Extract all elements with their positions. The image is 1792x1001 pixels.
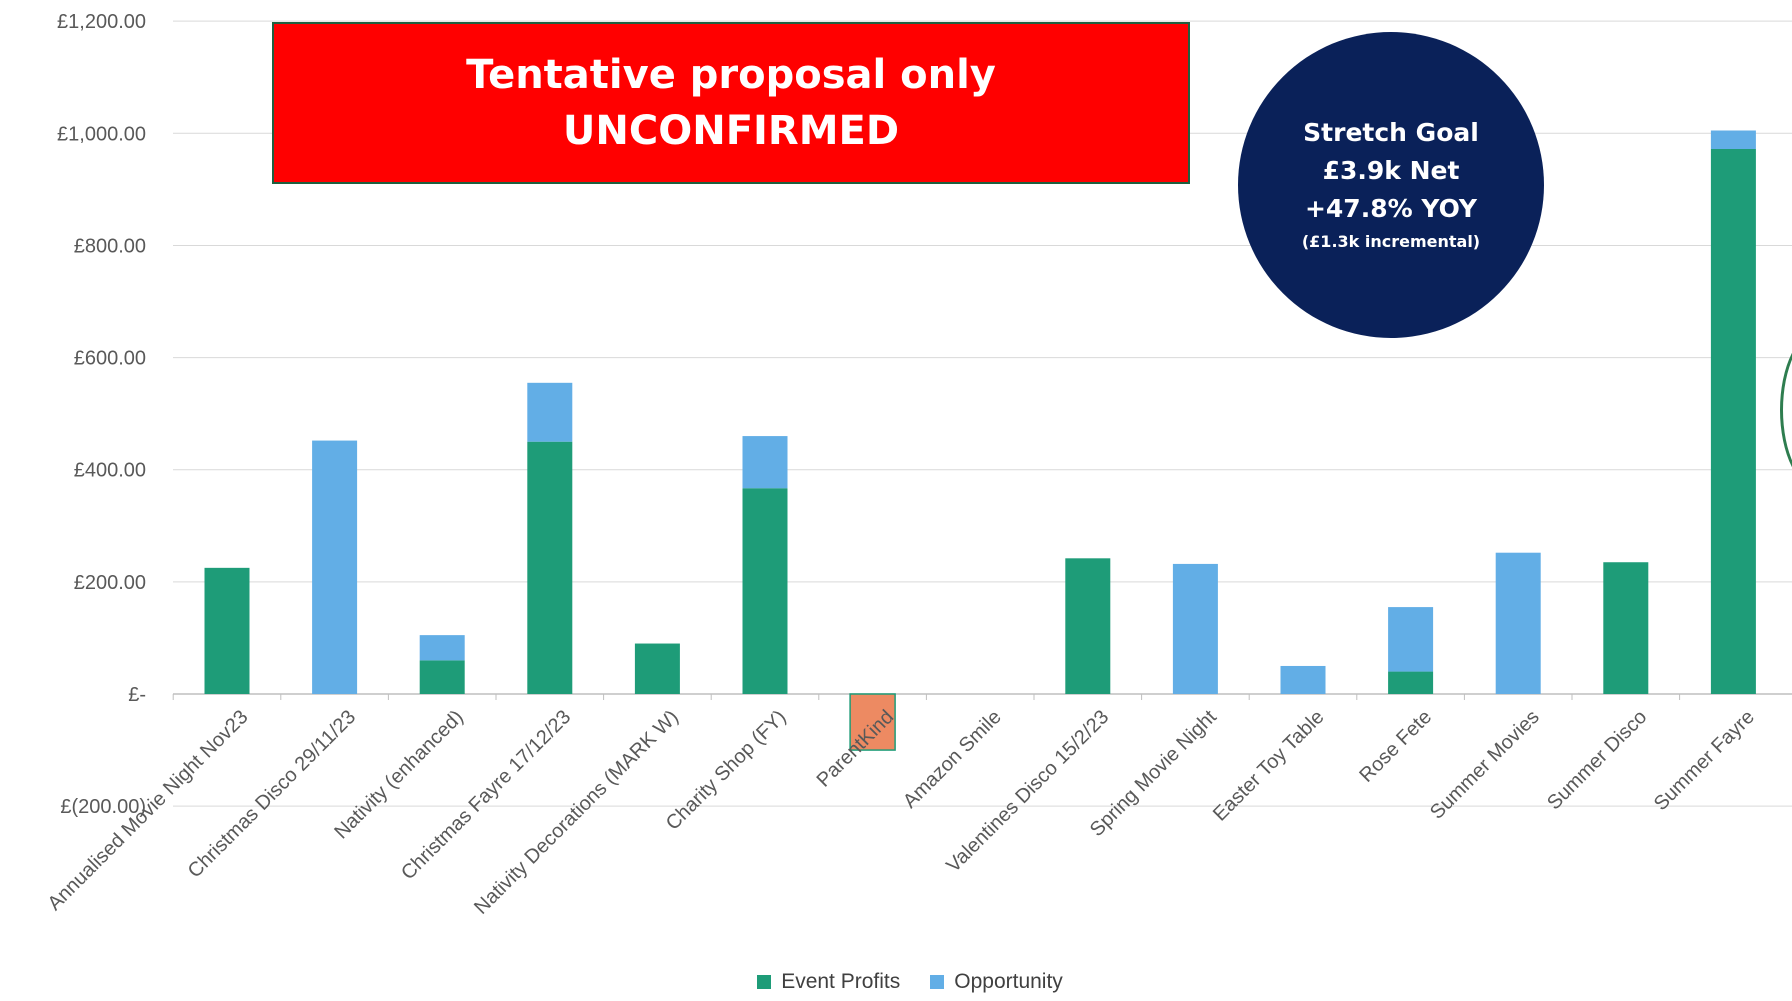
bar-opportunity [742, 436, 788, 489]
bar-opportunity [419, 635, 465, 661]
goal-incremental: (£1.3k incremental) [1301, 232, 1481, 251]
tentative-banner: Tentative proposal only UNCONFIRMED [272, 22, 1190, 184]
bar-event-profits [742, 488, 788, 694]
x-category-label: Christmas Fayre 17/12/23 [397, 706, 575, 884]
bar-event-profits [634, 643, 680, 694]
legend-swatch-opportunity [930, 975, 945, 989]
bar-opportunity [1388, 607, 1434, 672]
legend-label-opportunity: Opportunity [954, 970, 1063, 993]
y-tick-label: £(200.00) [60, 796, 146, 818]
x-category-label: Summer Fayre [1650, 706, 1759, 815]
x-category-label: Easter Toy Table [1209, 706, 1329, 826]
legend: Event Profits Opportunity [14, 970, 1792, 994]
stretch-goal-circle: Stretch Goal £3.9k Net +47.8% YOY (£1.3k… [1238, 32, 1544, 338]
x-category-label: Summer Disco [1543, 706, 1651, 814]
goal-title: Stretch Goal [1303, 118, 1479, 147]
bar-event-profits [527, 441, 573, 694]
y-tick-label: £200.00 [74, 572, 146, 594]
x-category-label: Nativity Decorations (MARK W) [470, 706, 683, 919]
y-tick-label: £- [128, 684, 146, 706]
bar-event-profits-negative [849, 693, 896, 751]
legend-item-opportunity: Opportunity [930, 970, 1063, 994]
legend-swatch-event-profits [757, 975, 772, 989]
x-category-label: Amazon Smile [899, 706, 1006, 813]
bars [204, 130, 1756, 751]
bar-event-profits [204, 567, 250, 694]
bar-event-profits [1603, 562, 1649, 694]
y-axis: £1,200.00 £1,000.00 £800.00 £600.00 £400.00 £… [57, 11, 146, 818]
bar-event-profits [1710, 148, 1756, 694]
bar-opportunity [527, 382, 573, 442]
bar-opportunity [312, 440, 358, 694]
bar-opportunity [1710, 130, 1756, 149]
bar-opportunity [1495, 552, 1541, 694]
x-category-label: Rose Fete [1355, 706, 1436, 787]
bar-opportunity [1172, 563, 1218, 694]
x-category-label: Charity Shop (FY) [662, 706, 791, 835]
bar-opportunity [1280, 665, 1326, 694]
goal-yoy: +47.8% YOY [1304, 194, 1478, 223]
y-tick-label: £400.00 [74, 460, 146, 482]
goal-net: £3.9k Net [1322, 156, 1460, 185]
y-tick-label: £1,000.00 [57, 123, 146, 145]
y-tick-label: £1,200.00 [57, 11, 146, 33]
banner-line1: Tentative proposal only [466, 52, 996, 98]
banner-line2: UNCONFIRMED [562, 108, 900, 154]
y-tick-label: £600.00 [74, 348, 146, 370]
bar-event-profits [1065, 558, 1111, 694]
legend-item-event-profits: Event Profits [757, 970, 900, 994]
legend-label-event-profits: Event Profits [781, 970, 901, 993]
bar-event-profits [419, 660, 465, 694]
bar-event-profits [1388, 671, 1434, 694]
y-tick-label: £800.00 [74, 235, 146, 257]
